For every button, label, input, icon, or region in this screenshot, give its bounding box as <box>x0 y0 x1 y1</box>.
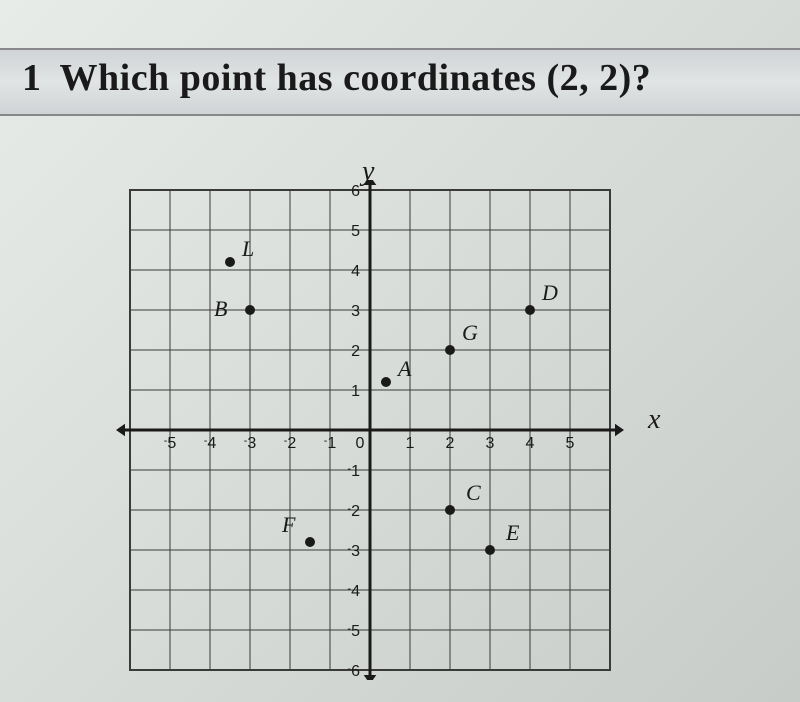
svg-text:1: 1 <box>351 383 360 400</box>
svg-text:5: 5 <box>566 435 575 452</box>
point-label-B: B <box>214 296 227 321</box>
svg-text:3: 3 <box>486 435 495 452</box>
svg-text:-5: -5 <box>164 435 177 452</box>
point-label-F: F <box>281 512 296 537</box>
point-G <box>445 345 455 355</box>
svg-text:4: 4 <box>526 435 535 452</box>
point-label-E: E <box>505 520 520 545</box>
svg-text:-4: -4 <box>347 583 360 600</box>
question-body: Which point has coordinates (2, 2)? <box>60 57 652 99</box>
svg-text:-3: -3 <box>347 543 360 560</box>
svg-text:3: 3 <box>351 303 360 320</box>
svg-text:-2: -2 <box>284 435 297 452</box>
question-number: 1 <box>22 57 42 99</box>
svg-text:-1: -1 <box>324 435 337 452</box>
svg-text:-4: -4 <box>204 435 217 452</box>
point-label-G: G <box>462 320 478 345</box>
svg-text:5: 5 <box>351 223 360 240</box>
grid-svg: -5 -4 -3 -2 -1 0 1 2 3 4 5 1 2 3 4 5 6 -1 -2 -3 -4 -5 -6 L B A G D C… <box>100 180 640 680</box>
svg-text:1: 1 <box>406 435 415 452</box>
point-B <box>245 305 255 315</box>
y-axis-label: y <box>362 156 374 188</box>
point-label-A: A <box>396 356 412 381</box>
point-E <box>485 545 495 555</box>
page-background: 1 Which point has coordinates (2, 2)? y x… <box>0 0 800 702</box>
point-A <box>381 377 391 387</box>
point-label-L: L <box>241 236 254 261</box>
svg-text:6: 6 <box>351 183 360 200</box>
svg-text:2: 2 <box>351 343 360 360</box>
point-D <box>525 305 535 315</box>
svg-text:-5: -5 <box>347 623 360 640</box>
question-text: 1 Which point has coordinates (2, 2)? <box>22 56 651 100</box>
svg-text:0: 0 <box>356 435 365 452</box>
coordinate-chart: y x -5-4-3-2-1012345123456-1-2-3-4-5-6LB… <box>100 180 640 680</box>
x-axis-label: x <box>648 404 660 436</box>
point-F <box>305 537 315 547</box>
svg-text:-2: -2 <box>347 503 360 520</box>
point-label-D: D <box>541 280 558 305</box>
point-label-C: C <box>466 480 481 505</box>
svg-text:-1: -1 <box>347 463 360 480</box>
svg-text:2: 2 <box>446 435 455 452</box>
svg-text:-6: -6 <box>347 663 360 680</box>
point-L <box>225 257 235 267</box>
svg-text:-3: -3 <box>244 435 257 452</box>
point-C <box>445 505 455 515</box>
svg-text:4: 4 <box>351 263 360 280</box>
